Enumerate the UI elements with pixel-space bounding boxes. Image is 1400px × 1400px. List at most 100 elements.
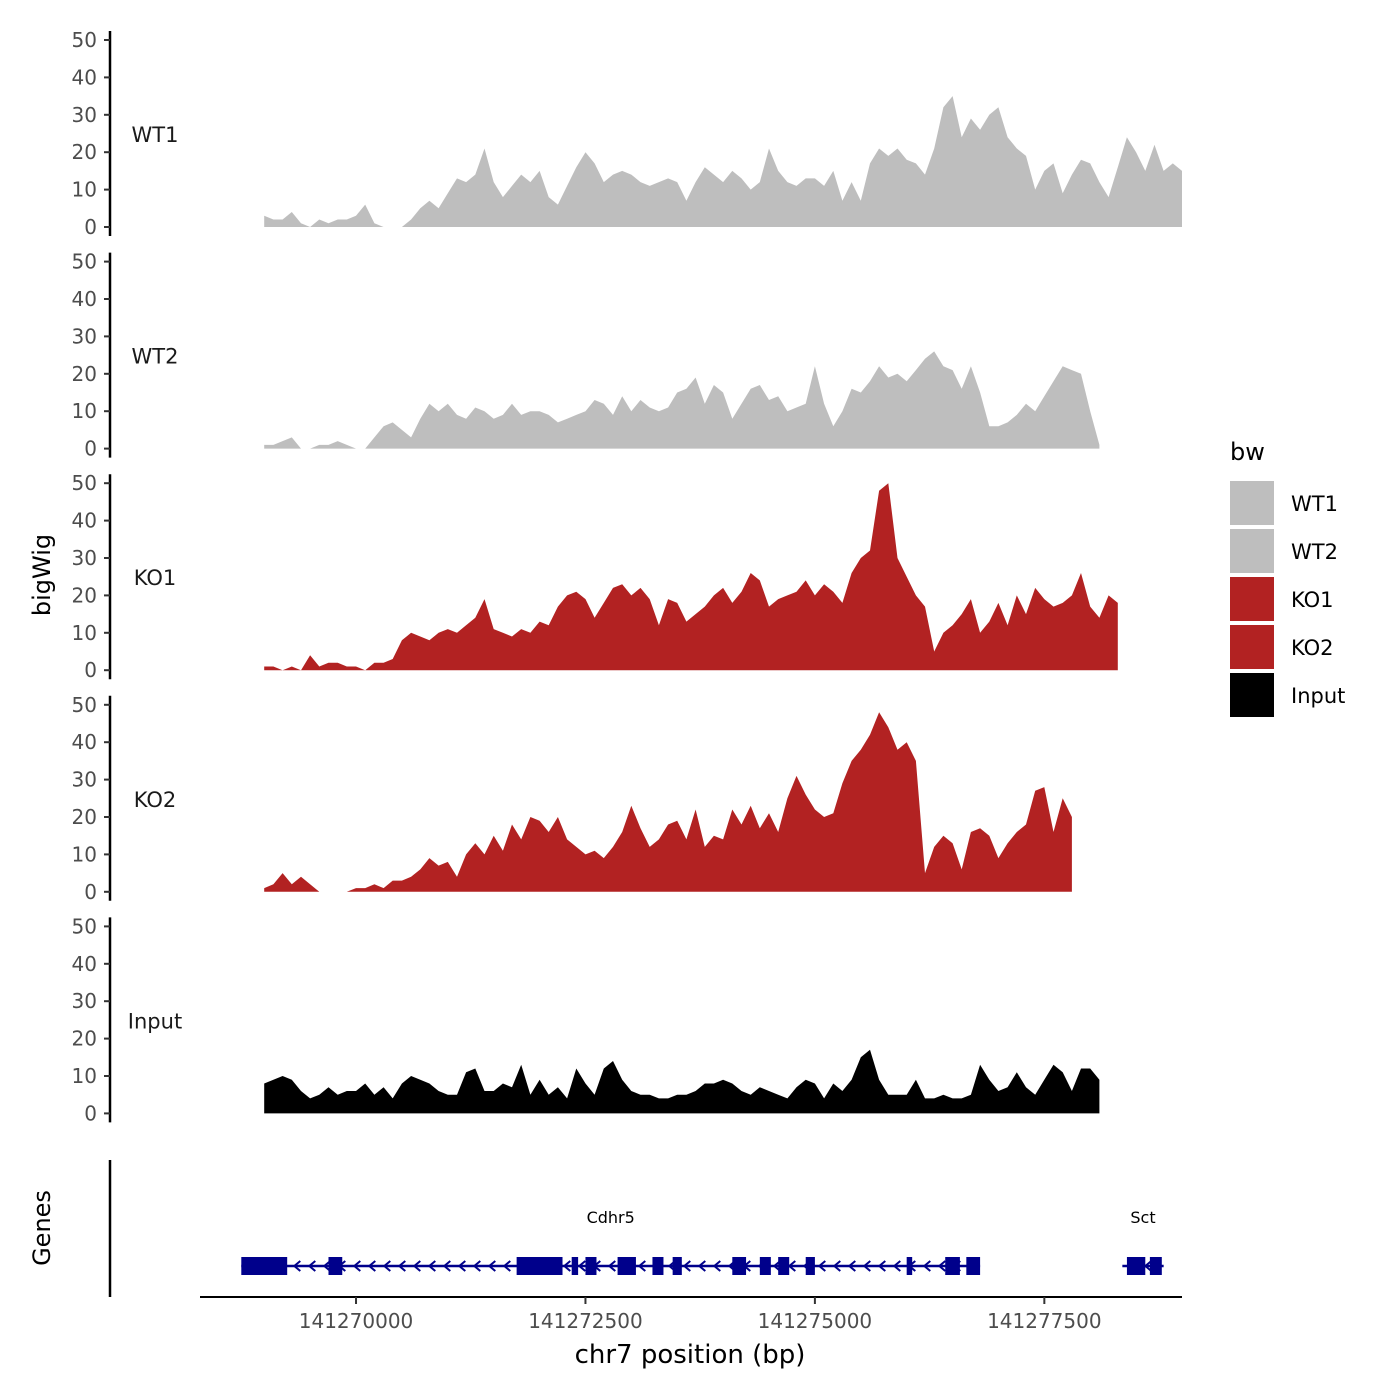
strand-arrow [787, 1260, 796, 1272]
x-axis-title: chr7 position (bp) [575, 1340, 806, 1370]
legend-entry-input: Input [1230, 673, 1345, 717]
strand-arrow [322, 1260, 331, 1272]
panel-ko1: 0 10 20 30 40 50 KO1 [72, 471, 1118, 682]
strand-arrow [817, 1260, 826, 1272]
strand-arrow [397, 1260, 406, 1272]
y-tick-label: 30 [72, 768, 97, 792]
strand-arrow [862, 1260, 871, 1272]
strand-arrow [847, 1260, 856, 1272]
strand-arrow [892, 1260, 901, 1272]
y-tick-label: 0 [84, 658, 97, 682]
y-tick-label: 20 [72, 805, 97, 829]
area-wt1 [264, 96, 1182, 227]
y-tick-label: 20 [72, 583, 97, 607]
track-label-ko1: KO1 [134, 566, 177, 590]
legend-label: KO2 [1291, 636, 1334, 660]
x-axis: 141270000 141272500 141275000 141277500 chr… [200, 1296, 1182, 1370]
strand-arrow [307, 1260, 316, 1272]
strand-arrow [637, 1260, 646, 1272]
gene-exon [732, 1257, 747, 1275]
gene-exon [945, 1257, 960, 1275]
gene-exon [241, 1257, 288, 1275]
area-wt2 [264, 351, 1100, 449]
y-tick-label: 10 [72, 178, 97, 202]
strand-arrow [412, 1260, 421, 1272]
y-tick-label: 50 [72, 914, 97, 938]
gene-exon [778, 1257, 790, 1275]
y-tick-label: 10 [72, 1064, 97, 1088]
strand-arrow [457, 1260, 466, 1272]
y-tick-label: 40 [72, 287, 97, 311]
legend-title: bw [1230, 438, 1265, 466]
strand-arrow [352, 1260, 361, 1272]
y-tick-label: 50 [72, 693, 97, 717]
strand-arrow [937, 1260, 946, 1272]
y-tick-label: 0 [84, 437, 97, 461]
panel-ko2: 0 10 20 30 40 50 KO2 [72, 693, 1072, 904]
legend-label: WT1 [1291, 492, 1338, 516]
legend-entries: WT1 WT2 KO1 KO2 Input [1230, 481, 1345, 717]
x-tick-label: 141272500 [528, 1309, 643, 1333]
y-tick-label: 40 [72, 65, 97, 89]
gene-exon [966, 1257, 981, 1275]
gene-exon [672, 1257, 682, 1275]
gene-exon [805, 1257, 815, 1275]
y-tick-label: 20 [72, 362, 97, 386]
y-tick-label: 0 [84, 880, 97, 904]
legend-label: Input [1291, 684, 1345, 708]
strand-arrow [487, 1260, 496, 1272]
gene-exon [1149, 1257, 1162, 1275]
strand-arrow [682, 1260, 691, 1272]
strand-arrow [607, 1260, 616, 1272]
strand-arrow [367, 1260, 376, 1272]
x-axis-ticks: 141270000 141272500 141275000 141277500 [299, 1297, 1102, 1333]
gene-exon [585, 1257, 597, 1275]
gene-label: Cdhr5 [587, 1208, 635, 1227]
y-tick-label: 40 [72, 952, 97, 976]
legend-label: KO1 [1291, 588, 1334, 612]
y-tick-label: 30 [72, 103, 97, 127]
strand-arrow [427, 1260, 436, 1272]
strand-arrow [1143, 1260, 1152, 1272]
track-label-input: Input [128, 1009, 182, 1033]
gene-cdhr5: Cdhr5 [241, 1208, 981, 1275]
legend: bw WT1 WT2 KO1 KO2 Input [1230, 438, 1345, 717]
strand-arrow [292, 1260, 301, 1272]
legend-swatch [1230, 625, 1274, 669]
strand-arrow [697, 1260, 706, 1272]
y-tick-label: 40 [72, 730, 97, 754]
strand-arrow [502, 1260, 511, 1272]
strand-arrow [562, 1260, 571, 1272]
y-tick-label: 10 [72, 621, 97, 645]
legend-entry-wt2: WT2 [1230, 529, 1338, 573]
strand-arrow [832, 1260, 841, 1272]
gene-exon [516, 1257, 563, 1275]
gene-exon [759, 1257, 771, 1275]
genes-track-title: Genes [28, 1190, 56, 1266]
strand-arrow [472, 1260, 481, 1272]
track-label-wt2: WT2 [132, 345, 179, 369]
coverage-panels: 0 10 20 30 40 50 WT1 0 10 20 30 40 50 WT2 0 10 20 30 40 50 K… [72, 28, 1182, 1125]
legend-entry-wt1: WT1 [1230, 481, 1338, 525]
strand-arrow [382, 1260, 391, 1272]
y-tick-label: 0 [84, 1101, 97, 1125]
legend-swatch [1230, 481, 1274, 525]
gene-exon [1126, 1257, 1146, 1275]
gene-exon [652, 1257, 664, 1275]
track-label-wt1: WT1 [132, 123, 179, 147]
y-tick-label: 50 [72, 250, 97, 274]
legend-label: WT2 [1291, 540, 1338, 564]
y-tick-label: 50 [72, 28, 97, 52]
y-tick-label: 10 [72, 399, 97, 423]
gene-exon [571, 1257, 579, 1275]
gene-exon [617, 1257, 636, 1275]
gene-sct: Sct [1122, 1208, 1164, 1275]
track-label-ko2: KO2 [134, 788, 177, 812]
gene-exon [328, 1257, 343, 1275]
y-tick-label: 30 [72, 546, 97, 570]
legend-entry-ko2: KO2 [1230, 625, 1334, 669]
y-tick-label: 20 [72, 140, 97, 164]
legend-swatch [1230, 577, 1274, 621]
y-tick-label: 30 [72, 989, 97, 1013]
